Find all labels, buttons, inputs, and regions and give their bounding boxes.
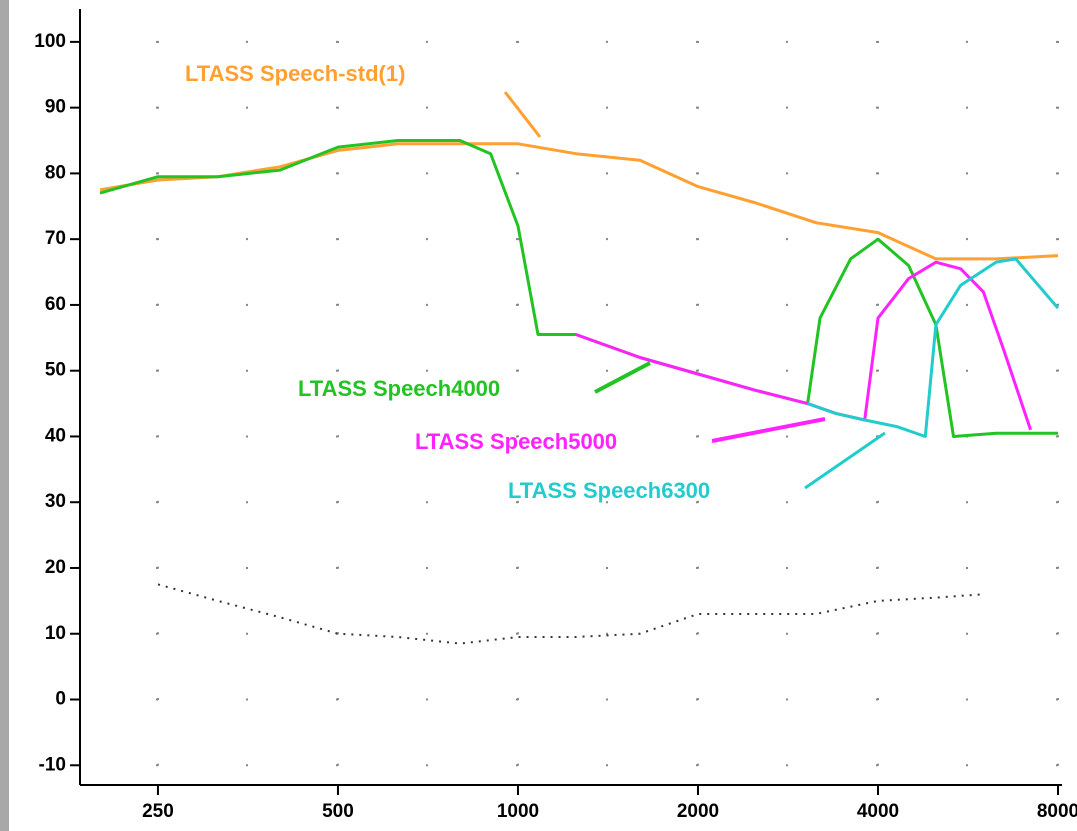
leader-line [711, 417, 826, 443]
x-tick-label: 500 [322, 801, 354, 822]
y-tick-label: 90 [45, 97, 66, 118]
leader-line [594, 361, 651, 394]
series-line [99, 142, 1059, 261]
y-tick-label: 30 [45, 491, 66, 512]
series-label: LTASS Speech-std(1) [185, 61, 405, 86]
series-label: LTASS Speech6300 [508, 478, 710, 503]
y-tick-label: 20 [45, 557, 66, 578]
y-tick-label: 100 [34, 31, 66, 52]
series-label: LTASS Speech5000 [415, 429, 617, 454]
y-tick-label: 60 [45, 294, 66, 315]
plot-lines [99, 139, 1060, 645]
y-tick-label: 0 [55, 689, 66, 710]
x-tick-label: 1000 [497, 801, 539, 822]
x-tick-label: 8000 [1037, 801, 1077, 822]
y-tick-label: 70 [45, 228, 66, 249]
leader-line [503, 91, 542, 138]
series-line [575, 260, 1033, 431]
x-tick-label: 250 [142, 801, 174, 822]
y-tick-label: 10 [45, 623, 66, 644]
y-tick-label: 50 [45, 360, 66, 381]
series-line [807, 257, 1060, 438]
leader-line [804, 431, 886, 490]
y-tick-label: 40 [45, 425, 66, 446]
series-line [157, 583, 984, 645]
left-strip [0, 0, 9, 831]
x-tick-label: 2000 [677, 801, 719, 822]
series-label: LTASS Speech4000 [298, 376, 500, 401]
x-tick-label: 4000 [857, 801, 899, 822]
y-tick-label: 80 [45, 162, 66, 183]
y-tick-label: -10 [39, 754, 66, 775]
